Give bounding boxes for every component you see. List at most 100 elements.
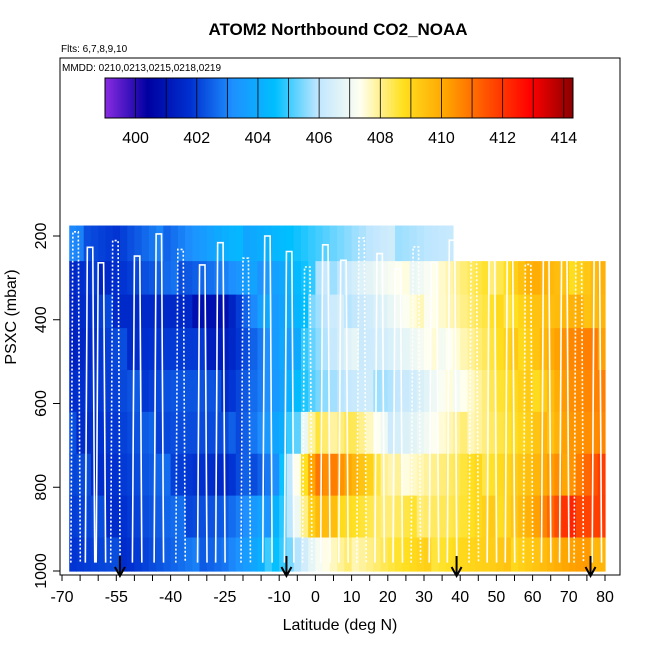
heatmap-cell: [279, 537, 288, 572]
heatmap-cell: [351, 225, 360, 262]
flight-profile: [70, 231, 82, 563]
heatmap-cell: [416, 294, 425, 329]
marker-arrow: [114, 556, 126, 579]
heatmap-cell: [206, 537, 215, 572]
heatmap-cell: [127, 294, 135, 329]
heatmap-cell: [243, 261, 251, 296]
heatmap-cell: [467, 294, 476, 329]
heatmap-cell: [148, 370, 157, 413]
heatmap-cell: [402, 261, 411, 296]
heatmap-cell: [351, 453, 360, 497]
heatmap-cell: [214, 370, 222, 413]
heatmap-cell: [380, 294, 389, 329]
heatmap-cell: [590, 370, 599, 413]
heatmap-cell: [279, 261, 288, 296]
heatmap-cell: [119, 453, 128, 497]
heatmap-cell: [358, 453, 367, 497]
heatmap-cell: [496, 328, 505, 371]
heatmap-cell: [69, 453, 78, 497]
marker-layer: [114, 556, 597, 579]
heatmap-cell: [134, 495, 143, 539]
heatmap-cell: [474, 537, 483, 572]
heatmap-cell: [83, 370, 92, 413]
x-tick-label: 40: [451, 589, 469, 606]
heatmap-cell: [344, 225, 353, 262]
flight-profile: [573, 234, 585, 563]
heatmap-cell: [264, 537, 273, 572]
heatmap-cell: [547, 261, 555, 296]
colorbar-tick-label: 414: [550, 130, 577, 147]
heatmap-cell: [185, 453, 193, 497]
heatmap-cell: [300, 294, 309, 329]
heatmap-cell: [322, 370, 331, 413]
heatmap-cell: [481, 537, 490, 572]
heatmap-cell: [409, 225, 418, 262]
heatmap-cell: [170, 453, 179, 497]
heatmap-cell: [185, 411, 193, 455]
heatmap-cell: [127, 261, 135, 296]
heatmap-cell: [271, 411, 280, 455]
heatmap-cell: [438, 495, 447, 539]
chart-title: ATOM2 Northbound CO2_NOAA: [208, 20, 467, 39]
heatmap-cell: [315, 370, 324, 413]
x-tick-label: 0: [311, 589, 320, 606]
heatmap-cell: [583, 495, 592, 539]
flight-profile: [283, 250, 295, 563]
heatmap-cell: [431, 495, 440, 539]
heatmap-cell: [576, 495, 584, 539]
heatmap-cell: [380, 328, 389, 371]
marker-arrow: [280, 556, 293, 579]
heatmap-cell: [561, 294, 570, 329]
heatmap-cell: [554, 328, 563, 371]
heatmap-cell: [257, 261, 266, 296]
heatmap-cell: [424, 294, 432, 329]
heatmap-cell: [300, 225, 309, 262]
heatmap-cell: [525, 294, 534, 329]
colorbar-tick-label: 408: [367, 130, 394, 147]
heatmap-cell: [576, 370, 584, 413]
heatmap-cell: [460, 370, 469, 413]
flight-profile: [410, 246, 422, 563]
heatmap-cell: [337, 411, 345, 455]
heatmap-cell: [257, 328, 266, 371]
heatmap-cell: [112, 225, 121, 262]
heatmap-cell: [395, 370, 403, 413]
heatmap-cell: [156, 328, 164, 371]
heatmap-cell: [119, 370, 128, 413]
heatmap-cell: [460, 453, 469, 497]
heatmap-cell: [532, 537, 541, 572]
heatmap-cell: [243, 537, 251, 572]
heatmap-cell: [228, 225, 237, 262]
heatmap-cell: [156, 225, 164, 262]
heatmap-cell: [576, 328, 584, 371]
heatmap-cell: [228, 453, 237, 497]
heatmap-cell: [583, 537, 592, 572]
flight-profile: [337, 259, 349, 563]
flight-profile: [392, 268, 404, 563]
heatmap-cell: [112, 294, 121, 329]
heatmap-cell: [554, 294, 563, 329]
heatmap-cell: [539, 453, 548, 497]
heatmap-cell: [474, 261, 483, 296]
heatmap-cell: [402, 453, 411, 497]
heatmap-cell: [409, 537, 418, 572]
heatmap-cell: [228, 411, 237, 455]
heatmap-cell: [561, 537, 570, 572]
heatmap-cell: [105, 225, 114, 262]
heatmap-cell: [481, 411, 490, 455]
heatmap-cell: [489, 537, 497, 572]
heatmap-cell: [69, 294, 78, 329]
heatmap-cell: [199, 453, 208, 497]
heatmap-cell: [590, 328, 599, 371]
heatmap-cell: [112, 328, 121, 371]
heatmap-cell: [235, 453, 244, 497]
heatmap-cell: [561, 453, 570, 497]
heatmap-cell: [568, 328, 577, 371]
heatmap-cell: [576, 261, 584, 296]
heatmap-cell: [286, 294, 295, 329]
flight-profile: [95, 262, 107, 563]
heatmap-cell: [279, 370, 288, 413]
heatmap-cell: [199, 294, 208, 329]
heatmap-cell: [503, 328, 512, 371]
heatmap-cell: [141, 453, 150, 497]
